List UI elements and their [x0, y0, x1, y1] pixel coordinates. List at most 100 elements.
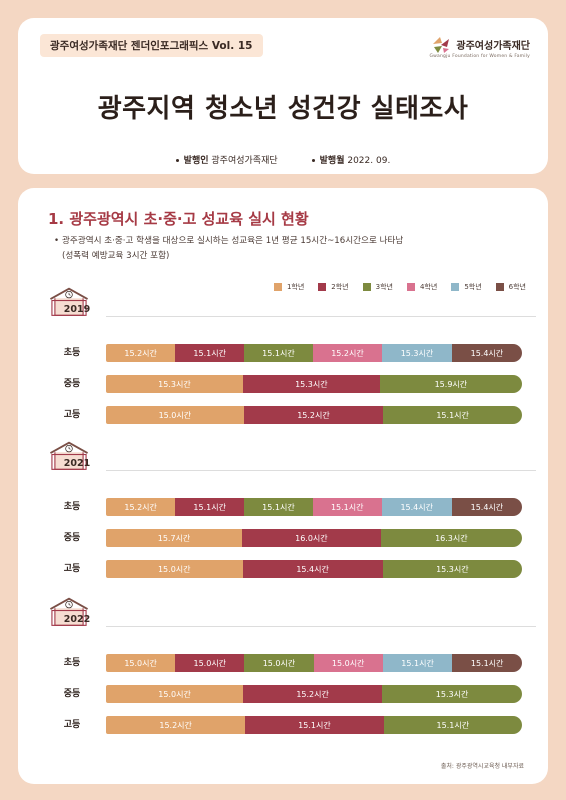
bar-segment: 15.4시간	[372, 498, 452, 516]
bar-segment: 16.3시간	[371, 529, 522, 547]
description-line-2: (성폭력 예방교육 3시간 포함)	[62, 251, 170, 261]
bar-segment: 16.0시간	[233, 529, 381, 547]
bar-segment: 15.2시간	[234, 685, 383, 703]
legend-item-4: 4학년	[406, 282, 438, 292]
year-label: 2022	[63, 614, 91, 625]
stacked-bar: 15.0시간 15.2시간 15.3시간	[106, 685, 522, 703]
stacked-bar: 15.0시간 15.2시간 15.1시간	[106, 406, 522, 424]
year-divider	[106, 316, 536, 317]
bar-segment: 15.0시간	[304, 654, 383, 672]
legend-item-1: 1학년	[273, 282, 305, 292]
level-label: 중등	[63, 533, 81, 543]
level-label: 중등	[63, 689, 81, 699]
bar-segment: 15.0시간	[235, 654, 314, 672]
bar-segment: 15.0시간	[106, 406, 244, 424]
bar-segment: 15.0시간	[106, 654, 176, 672]
logo-subtitle: Gwangju Foundation for Women & Family	[429, 54, 530, 59]
legend-item-6: 6학년	[495, 282, 526, 292]
bar-segment: 15.7시간	[106, 529, 243, 547]
level-label: 고등	[63, 410, 81, 420]
bar-segment: 15.0시간	[106, 560, 243, 578]
bar-segment: 15.1시간	[374, 406, 522, 424]
stacked-bar: 15.0시간 15.4시간 15.3시간	[106, 560, 522, 578]
level-label: 초등	[63, 658, 81, 668]
level-label: 고등	[63, 564, 81, 574]
content-card: 1. 광주광역시 초·중·고 성교육 실시 현황 • 광주광역시 초·중·고 학…	[18, 188, 548, 784]
level-label: 고등	[63, 720, 81, 730]
year-clock-icon	[49, 441, 89, 470]
level-label: 중등	[63, 379, 81, 389]
legend-label: 6학년	[508, 283, 526, 291]
legend-item-2: 2학년	[318, 282, 349, 292]
bar-segment: 15.1시간	[235, 498, 313, 516]
level-label: 초등	[63, 502, 81, 512]
bar-segment: 15.2시간	[106, 498, 176, 516]
logo-mark-icon	[433, 37, 450, 53]
bar-segment: 15.1시간	[235, 344, 313, 362]
legend-item-5: 5학년	[451, 282, 482, 292]
legend-label: 1학년	[286, 283, 305, 291]
publisher-label: 발행인	[183, 156, 209, 166]
year-label: 2021	[63, 458, 91, 469]
bar-segment: 15.1시간	[236, 716, 384, 734]
bar-segment: 15.4시간	[233, 560, 383, 578]
bar-segment: 15.3시간	[106, 375, 243, 393]
bar-segment: 15.3시간	[373, 685, 522, 703]
logo-text: 광주여성가족재단	[456, 40, 530, 52]
chart-legend: 1학년 2학년 3학년 4학년 5학년 6학년	[18, 282, 526, 292]
bar-segment: 15.1시간	[373, 654, 453, 672]
year-divider	[106, 470, 536, 471]
legend-label: 4학년	[419, 283, 438, 291]
bar-segment: 15.4시간	[442, 498, 522, 516]
bar-segment: 15.3시간	[233, 375, 380, 393]
stacked-bar: 15.2시간 15.1시간 15.1시간 15.1시간 15.4시간 15.4시간	[106, 498, 522, 516]
legend-item-3: 3학년	[362, 282, 393, 292]
stacked-bar: 15.2시간 15.1시간 15.1시간	[106, 716, 522, 734]
legend-swatch	[273, 283, 282, 291]
bar-segment: 15.1시간	[166, 344, 245, 362]
year-clock-icon	[49, 287, 89, 316]
legend-label: 5학년	[464, 283, 482, 291]
bar-segment: 15.2시간	[234, 406, 384, 424]
foundation-logo: 광주여성가족재단	[430, 28, 530, 60]
publication-info: 발행인 광주여성가족재단 발행월 2022. 09.	[18, 153, 548, 166]
publisher-value: 광주여성가족재단	[211, 156, 278, 166]
source-note: 출처: 광주광역시교육청 내부자료	[440, 763, 524, 770]
date-value: 2022. 09.	[347, 156, 391, 166]
level-label: 초등	[63, 348, 81, 358]
description-line-1: 광주광역시 초·중·고 학생을 대상으로 실시하는 성교육은 1년 평균 15시…	[62, 236, 404, 246]
date-label: 발행월	[319, 156, 345, 166]
year-divider	[106, 626, 536, 627]
page-title: 광주지역 청소년 성건강 실태조사	[97, 94, 469, 124]
bar-segment: 15.1시간	[166, 498, 245, 516]
series-tag: 광주여성가족재단 젠더인포그래픽스 Vol. 15	[40, 34, 263, 57]
bar-segment: 15.0시간	[106, 685, 244, 703]
publisher-info: 발행인 광주여성가족재단	[175, 153, 278, 166]
stacked-bar: 15.3시간 15.3시간 15.9시간	[106, 375, 522, 393]
stacked-bar: 15.2시간 15.1시간 15.1시간 15.2시간 15.3시간 15.4시간	[106, 344, 522, 362]
year-label: 2019	[63, 304, 91, 315]
bar-segment: 15.3시간	[373, 560, 522, 578]
legend-label: 3학년	[375, 283, 393, 291]
stacked-bar: 15.7시간 16.0시간 16.3시간	[106, 529, 522, 547]
legend-swatch	[495, 283, 504, 291]
year-clock-icon	[49, 597, 89, 626]
legend-swatch	[406, 283, 415, 291]
stacked-bar: 15.0시간 15.0시간 15.0시간 15.0시간 15.1시간 15.1시간	[106, 654, 522, 672]
legend-swatch	[451, 283, 460, 291]
bar-segment: 15.1시간	[443, 654, 522, 672]
date-info: 발행월 2022. 09.	[311, 153, 391, 166]
legend-label: 2학년	[331, 283, 349, 291]
bar-segment: 15.3시간	[373, 344, 452, 362]
header-card: 광주여성가족재단 젠더인포그래픽스 Vol. 15 광주여성가족재단 Gwang…	[18, 18, 548, 174]
legend-swatch	[362, 283, 371, 291]
bar-segment: 15.4시간	[442, 344, 522, 362]
bar-segment: 15.2시간	[303, 344, 383, 362]
bar-segment: 15.9시간	[370, 375, 522, 393]
bar-segment: 15.1시간	[303, 498, 382, 516]
section-title: 1. 광주광역시 초·중·고 성교육 실시 현황	[48, 210, 309, 228]
bar-segment: 15.0시간	[166, 654, 245, 672]
section-description: • 광주광역시 초·중·고 학생을 대상으로 실시하는 성교육은 1년 평균 1…	[54, 234, 502, 264]
bar-segment: 15.2시간	[106, 344, 176, 362]
bar-segment: 15.1시간	[374, 716, 522, 734]
